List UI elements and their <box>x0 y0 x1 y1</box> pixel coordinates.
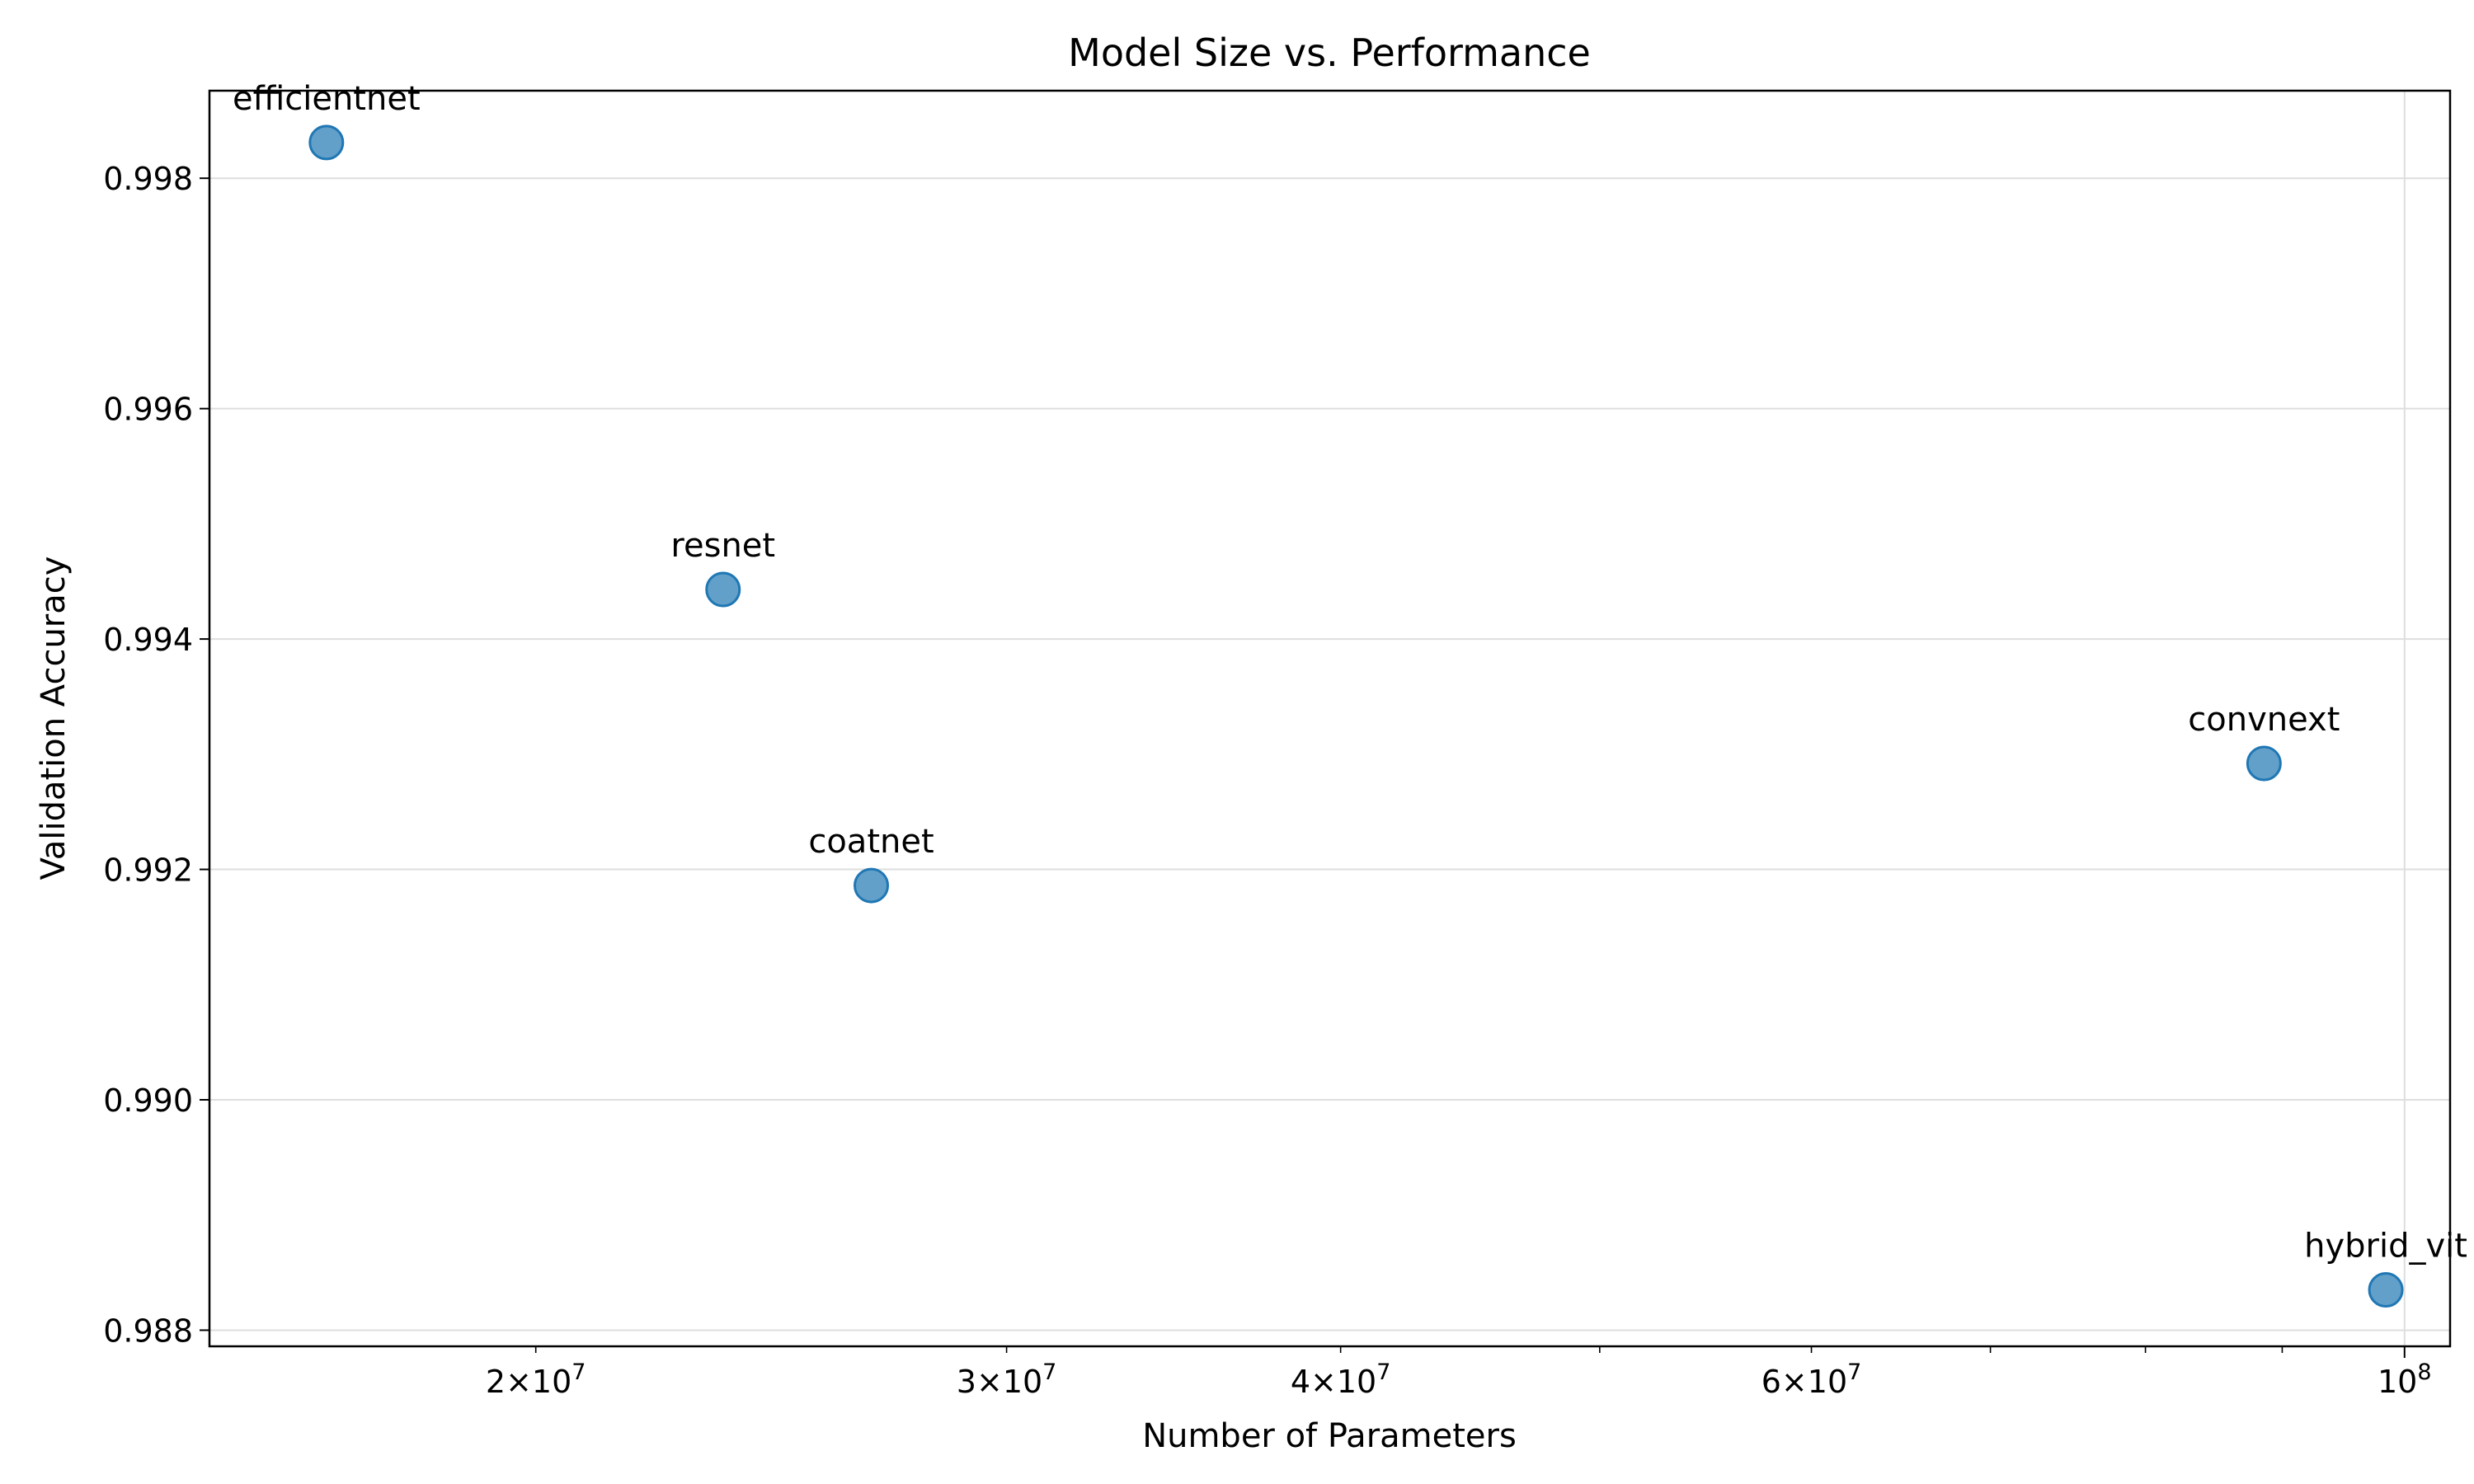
y-tick-label: 0.996 <box>103 392 193 428</box>
plot-frame <box>208 89 2452 1348</box>
grid-lines <box>209 91 2450 1346</box>
x-tick-label: 6×107 <box>1761 1360 1862 1400</box>
data-point <box>2246 745 2282 782</box>
y-tick-label: 0.994 <box>103 622 193 658</box>
chart-title: Model Size vs. Performance <box>1068 31 1591 75</box>
data-point <box>2368 1272 2404 1308</box>
y-axis-label: Validation Accuracy <box>35 556 73 881</box>
point-label: coatnet <box>808 823 934 861</box>
data-points: efficientnet resnet coatnet convnext hybrid_… <box>233 80 2467 1308</box>
x-tick-label: 108 <box>2378 1360 2432 1400</box>
y-tick-label: 0.992 <box>103 852 193 889</box>
x-tick-label: 2×107 <box>486 1360 586 1400</box>
point-label: hybrid_vit <box>2304 1228 2467 1266</box>
y-tick-label: 0.998 <box>103 161 193 197</box>
x-tick-label: 3×107 <box>957 1360 1057 1400</box>
x-axis-label: Number of Parameters <box>1142 1417 1517 1455</box>
data-point <box>705 571 741 608</box>
point-label: efficientnet <box>233 80 421 118</box>
y-tick-label: 0.988 <box>103 1313 193 1349</box>
point-label: resnet <box>670 527 775 565</box>
data-point <box>854 867 890 904</box>
y-tick-label: 0.990 <box>103 1082 193 1119</box>
x-tick-label: 4×107 <box>1291 1360 1391 1400</box>
data-point <box>308 124 345 161</box>
point-label: convnext <box>2188 701 2340 739</box>
axis-ticks: 0.988 0.990 0.992 0.994 0.996 0.998 108 2×107 3×… <box>103 161 2431 1400</box>
